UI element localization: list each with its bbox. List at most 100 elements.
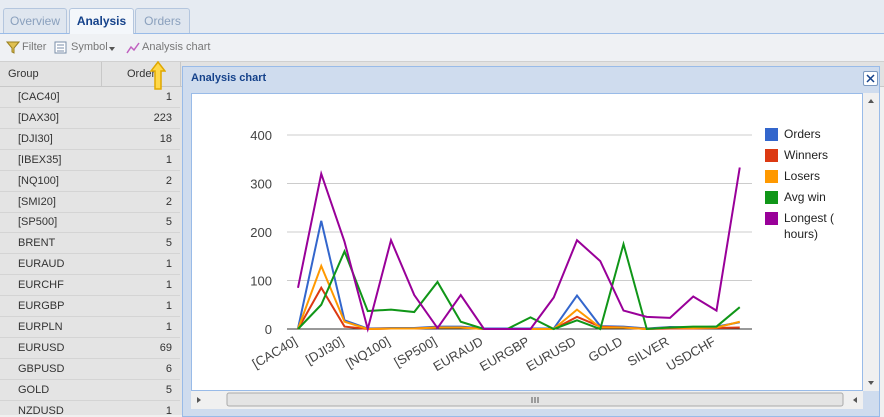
orders-cell: 1 xyxy=(165,279,172,292)
toolbar: Filter Symbol Analysis chart xyxy=(0,34,884,62)
y-tick-label: 300 xyxy=(250,177,272,192)
legend-swatch xyxy=(765,128,778,141)
orders-cell: 1 xyxy=(165,300,172,312)
series-line xyxy=(297,167,741,333)
filter-icon xyxy=(6,41,20,54)
legend-label: Orders xyxy=(784,127,821,141)
close-button[interactable] xyxy=(863,71,878,86)
grid-body: [CAC40] 1 [DAX30] 223 [DJI30] 18 [IBEX35] 1 [NQ1… xyxy=(0,87,182,415)
chart-dialog: Analysis chart 0 100 200 300 400 [CAC40] [DJI3… xyxy=(182,66,880,417)
orders-cell: 6 xyxy=(165,362,172,375)
column-header: Group xyxy=(8,68,39,80)
grid-row[interactable]: EURCHF 1 xyxy=(0,275,180,297)
x-tick-label: [CAC40] xyxy=(249,334,299,372)
x-tick-label: [DJI30] xyxy=(303,334,346,368)
grid-row[interactable]: [DAX30] 223 xyxy=(0,108,180,129)
legend-entry: Winners xyxy=(765,147,855,163)
orders-cell: 1 xyxy=(165,404,172,416)
symbol-button[interactable]: Symbol xyxy=(71,41,108,53)
tab[interactable]: Overview xyxy=(3,8,67,33)
scroll-thumb xyxy=(197,392,857,407)
group-cell: [NQ100] xyxy=(18,174,59,187)
column-divider xyxy=(101,62,102,86)
group-cell: BRENT xyxy=(18,237,56,250)
x-tick-label: EURUSD xyxy=(523,334,578,374)
orders-cell: 1 xyxy=(165,153,172,166)
group-cell: EURAUD xyxy=(18,258,65,271)
x-tick-label: [NQ100] xyxy=(343,334,392,371)
grid-row[interactable]: EURAUD 1 xyxy=(0,254,180,276)
legend-swatch xyxy=(765,170,778,183)
x-tick-label: EURGBP xyxy=(477,334,532,374)
grid-row[interactable]: [CAC40] 1 xyxy=(0,87,180,108)
y-tick-label: 200 xyxy=(250,225,272,240)
symbol-icon xyxy=(54,41,67,54)
legend-label: Longest ( hours) xyxy=(784,211,835,241)
group-cell: [DAX30] xyxy=(18,111,59,124)
y-tick-label: 100 xyxy=(250,274,272,289)
column-divider xyxy=(180,62,181,86)
x-tick-label: GOLD xyxy=(586,334,625,365)
pointer-arrow xyxy=(150,60,166,90)
grid-row[interactable]: [SMI20] 2 xyxy=(0,192,180,213)
legend-swatch xyxy=(765,212,778,225)
filter-button[interactable]: Filter xyxy=(22,41,47,53)
legend-swatch xyxy=(765,149,778,162)
group-cell: EURGBP xyxy=(18,300,65,312)
group-cell: [CAC40] xyxy=(18,91,60,103)
grid-row[interactable]: [SP500] 5 xyxy=(0,212,180,234)
orders-cell: 1 xyxy=(165,91,172,103)
grid-row[interactable]: GOLD 5 xyxy=(0,380,180,401)
scroll-arrows xyxy=(868,99,874,385)
group-cell: GBPUSD xyxy=(18,362,65,375)
group-cell: NZDUSD xyxy=(18,404,64,416)
y-tick-label: 400 xyxy=(250,128,272,143)
orders-cell: 5 xyxy=(165,383,172,396)
grid-row[interactable]: [NQ100] 2 xyxy=(0,171,180,192)
dropdown-arrow xyxy=(109,47,115,51)
horizontal-scrollbar[interactable] xyxy=(191,391,863,409)
grid-row[interactable]: BRENT 5 xyxy=(0,233,180,255)
legend-label: Winners xyxy=(784,148,829,162)
orders-cell: 1 xyxy=(165,258,172,271)
legend: Orders Winners Losers Avg win Longest ( hour… xyxy=(765,126,855,247)
tab[interactable]: Orders xyxy=(135,8,190,33)
orders-cell: 18 xyxy=(159,132,172,145)
group-cell: [IBEX35] xyxy=(18,153,62,166)
orders-cell: 2 xyxy=(165,174,172,187)
chart-icon xyxy=(126,42,140,54)
dialog-title: Analysis chart xyxy=(191,72,267,84)
group-cell: EURUSD xyxy=(18,341,65,354)
group-cell: [SP500] xyxy=(18,216,58,229)
x-tick-label: USDCHF xyxy=(664,334,718,374)
orders-cell: 223 xyxy=(153,111,172,124)
grid-row[interactable]: GBPUSD 6 xyxy=(0,359,180,380)
grid-row[interactable]: [DJI30] 18 xyxy=(0,129,180,150)
tab[interactable]: Analysis xyxy=(69,8,134,34)
grid-row[interactable]: EURUSD 69 xyxy=(0,338,180,359)
legend-entry: Orders xyxy=(765,126,855,142)
tab-bar: Overview Analysis Orders xyxy=(0,0,884,34)
grid-row[interactable]: NZDUSD 1 xyxy=(0,401,180,416)
orders-cell: 5 xyxy=(165,237,172,250)
group-cell: EURCHF xyxy=(18,279,64,292)
group-cell: GOLD xyxy=(18,383,50,396)
legend-label: Losers xyxy=(784,169,821,183)
grid-row[interactable]: EURGBP 1 xyxy=(0,296,180,317)
grid-row[interactable]: [IBEX35] 1 xyxy=(0,150,180,171)
orders-cell: 1 xyxy=(165,320,172,333)
analysis-chart-button[interactable]: Analysis chart xyxy=(142,41,211,53)
vertical-scrollbar[interactable] xyxy=(863,93,879,391)
legend-entry: Longest ( hours) xyxy=(765,210,855,242)
group-cell: [DJI30] xyxy=(18,132,53,145)
orders-cell: 5 xyxy=(165,216,172,229)
x-tick-label: EURAUD xyxy=(430,334,485,374)
legend-swatch xyxy=(765,191,778,204)
legend-entry: Avg win xyxy=(765,189,855,205)
legend-label: Avg win xyxy=(784,190,826,204)
orders-cell: 69 xyxy=(159,341,172,354)
chart-panel: 0 100 200 300 400 [CAC40] [DJI30] [NQ100] [SP500… xyxy=(191,93,863,391)
legend-entry: Losers xyxy=(765,168,855,184)
grid-row[interactable]: EURPLN 1 xyxy=(0,317,180,338)
